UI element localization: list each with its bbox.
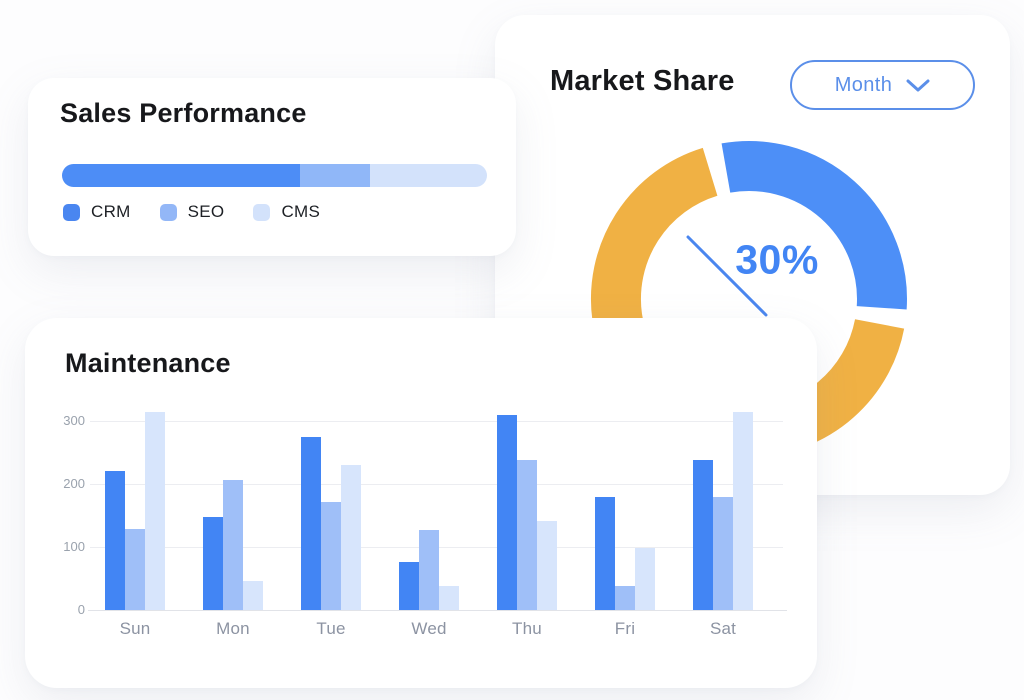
legend-swatch-icon <box>159 203 177 221</box>
bar-wed-series-1 <box>399 562 419 610</box>
bar-group-sat <box>693 411 753 610</box>
market-share-title: Market Share <box>550 65 735 97</box>
bar-tue-series-2 <box>321 501 341 610</box>
legend-swatch-icon <box>253 203 271 221</box>
y-tick-label-100: 100 <box>63 539 85 554</box>
bar-mon-series-3 <box>243 581 263 610</box>
sales-performance-title: Sales Performance <box>60 98 307 128</box>
bar-sun-series-2 <box>125 529 145 610</box>
month-dropdown[interactable]: Month <box>790 60 975 110</box>
bar-thu-series-1 <box>497 414 517 610</box>
sales-legend: CRM SEO CMS <box>63 202 320 222</box>
bar-wed-series-2 <box>419 530 439 610</box>
bar-wed-series-3 <box>439 586 459 610</box>
bar-group-wed <box>399 412 459 610</box>
bar-tue-series-1 <box>301 436 321 610</box>
progress-segment-crm <box>62 164 300 187</box>
legend-item-crm: CRM <box>63 202 131 222</box>
donut-segment-blue <box>721 141 907 310</box>
progress-segment-cms <box>370 164 487 187</box>
bar-mon-series-1 <box>203 517 223 610</box>
x-axis-baseline <box>88 610 787 611</box>
x-tick-label-fri: Fri <box>614 619 636 638</box>
x-tick-label-sat: Sat <box>709 619 737 638</box>
bar-sat-series-2 <box>713 496 733 610</box>
y-tick-label-200: 200 <box>63 476 85 491</box>
bar-sun-series-3 <box>145 411 165 610</box>
legend-item-cms: CMS <box>253 202 320 222</box>
bar-thu-series-3 <box>537 520 557 610</box>
legend-label: CMS <box>281 202 321 221</box>
bar-group-tue <box>301 412 361 610</box>
x-tick-label-thu: Thu <box>512 619 542 638</box>
chevron-down-icon <box>906 79 930 92</box>
gridline-300 <box>90 421 783 422</box>
bar-group-sun <box>105 411 165 610</box>
progress-segment-seo <box>300 164 371 187</box>
legend-swatch-icon <box>63 203 80 221</box>
bar-fri-series-1 <box>595 496 615 610</box>
bar-tue-series-3 <box>341 465 361 610</box>
x-tick-label-wed: Wed <box>411 619 447 638</box>
maintenance-card: Maintenance 300 200 100 0 Sun Mon Tue Wed Thu Fri… <box>25 318 817 688</box>
x-tick-label-tue: Tue <box>316 619 346 638</box>
maintenance-title: Maintenance <box>65 348 231 378</box>
legend-label: CRM <box>91 202 131 221</box>
bar-group-fri <box>595 412 655 610</box>
bar-fri-series-3 <box>635 547 655 610</box>
month-dropdown-label: Month <box>834 73 893 96</box>
bar-thu-series-2 <box>517 460 537 610</box>
donut-pointer-line <box>686 235 768 317</box>
y-tick-label-300: 300 <box>63 413 85 428</box>
y-tick-label-0: 0 <box>77 602 85 617</box>
bar-fri-series-2 <box>615 586 635 610</box>
bar-group-thu <box>497 412 557 610</box>
bar-group-mon <box>203 412 263 610</box>
donut-center-label: 30% <box>735 236 819 283</box>
bar-sat-series-3 <box>733 411 753 610</box>
sales-stacked-progress-bar <box>62 164 487 187</box>
gridline-200 <box>90 484 783 485</box>
x-tick-label-mon: Mon <box>216 619 250 638</box>
bar-sun-series-1 <box>105 471 125 610</box>
x-tick-label-sun: Sun <box>119 619 151 638</box>
bar-mon-series-2 <box>223 479 243 610</box>
sales-performance-card: Sales Performance CRM SEO CMS <box>28 78 516 256</box>
legend-item-seo: SEO <box>159 202 225 222</box>
legend-label: SEO <box>187 202 225 221</box>
bar-sat-series-1 <box>693 460 713 610</box>
